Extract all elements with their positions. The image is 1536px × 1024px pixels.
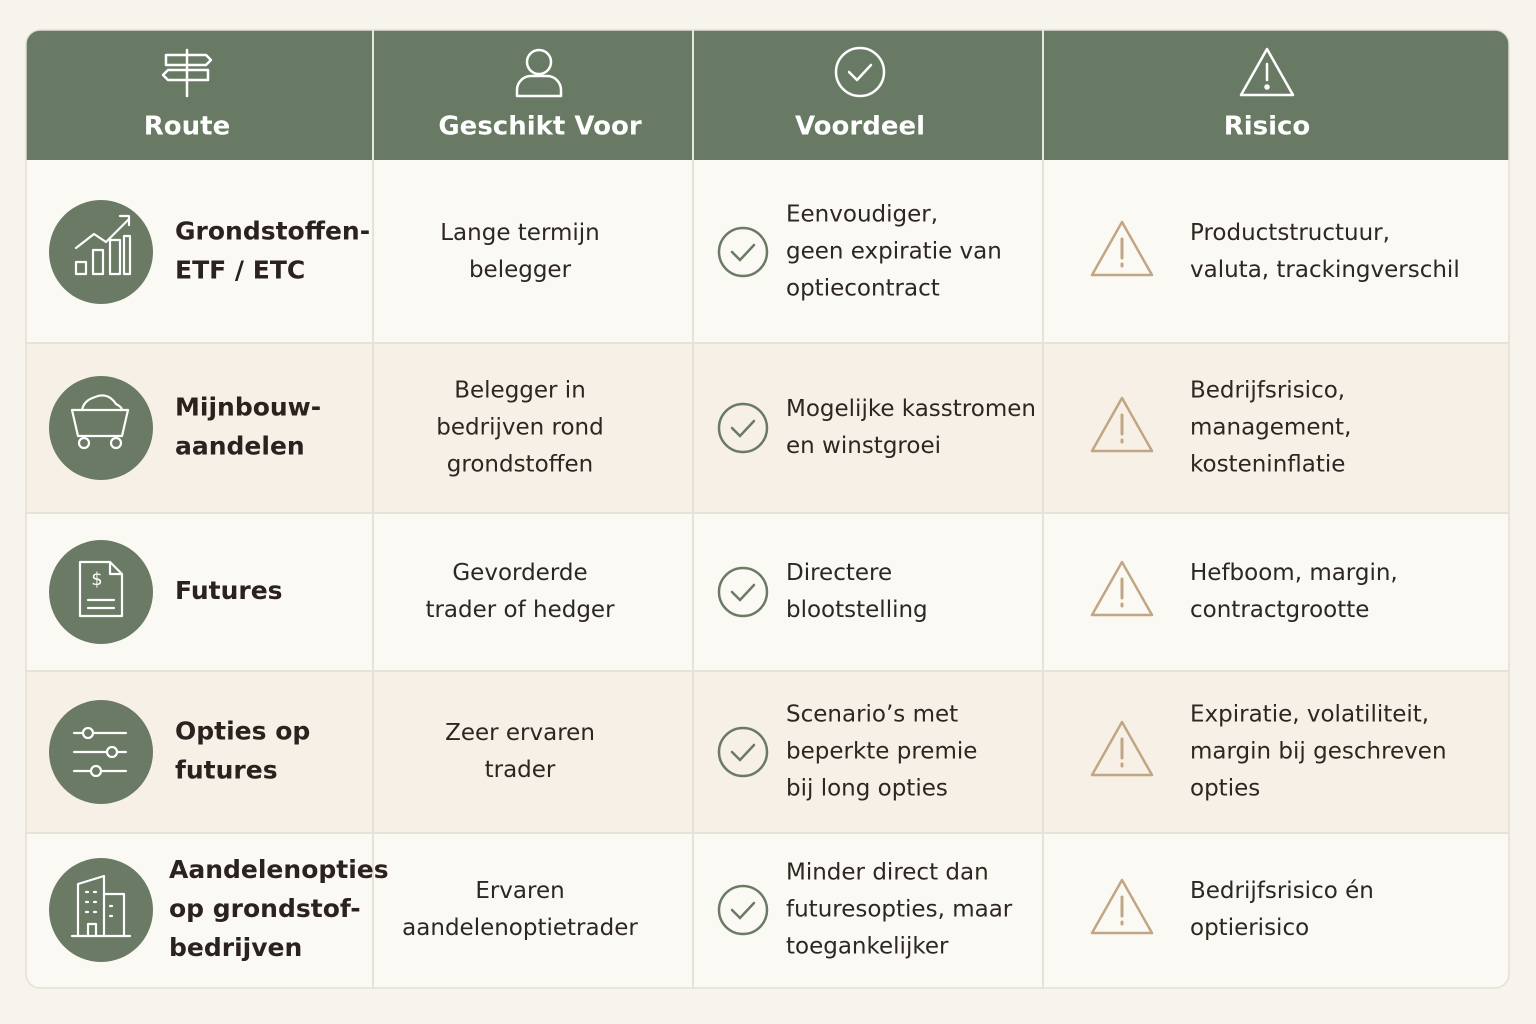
- icon-part: [80, 394, 124, 412]
- cell-text: ETF / ETC: [175, 256, 305, 285]
- icon-part: [118, 214, 131, 227]
- icon-part: [70, 408, 130, 438]
- cell-text: trader of hedger: [425, 597, 615, 623]
- route-icon-bg: [49, 200, 153, 304]
- check-icon: [717, 726, 769, 778]
- cell-text: Futures: [175, 576, 283, 605]
- icon-part: [105, 745, 119, 759]
- icon-part: $: [91, 569, 102, 590]
- cell-text: opties: [1190, 776, 1260, 802]
- cell-text: futuresopties, maar: [786, 897, 1013, 923]
- cell-text: Eenvoudiger,: [786, 202, 938, 228]
- cell-text: contractgrootte: [1190, 597, 1369, 623]
- cell-text: trader: [485, 757, 556, 783]
- cell-text: bedrijven rond: [436, 415, 603, 441]
- cell-text: Gevorderde: [452, 560, 587, 586]
- header-cell: Risico: [1224, 112, 1311, 142]
- icon-part: [84, 890, 114, 918]
- icon-part: [108, 560, 124, 576]
- cell-text: Bedrijfsrisico,: [1190, 378, 1345, 404]
- cell-text: Belegger in: [454, 378, 586, 404]
- cell-text: toegankelijker: [786, 934, 949, 960]
- cell-text: Directere: [786, 560, 892, 586]
- check-mark: [730, 901, 756, 920]
- cell-text: beperkte premie: [786, 739, 977, 765]
- cell-text: Productstructuur,: [1190, 220, 1390, 246]
- table-body: [26, 30, 1509, 988]
- header-cell: Route: [144, 112, 230, 142]
- cell-text: Lange termijn: [440, 220, 600, 246]
- icon-part: [70, 874, 132, 938]
- icon-part: [122, 234, 132, 276]
- route-icon: [70, 394, 130, 450]
- cell-text: Scenario’s met: [786, 702, 958, 728]
- cell-text: Minder direct dan: [786, 860, 989, 886]
- cell-text: kosteninflatie: [1190, 452, 1345, 478]
- cell-text: op grondstof-: [169, 894, 361, 923]
- route-icon-bg: [49, 858, 153, 962]
- cell-text: geen expiratie van: [786, 239, 1002, 265]
- cell-text: aandelen: [175, 432, 305, 461]
- icon-part: [91, 248, 105, 276]
- cell-text: Mijnbouw-: [175, 393, 321, 422]
- cell-text: Expiratie, volatiliteit,: [1190, 702, 1429, 728]
- cell-text: Hefboom, margin,: [1190, 560, 1398, 586]
- cell-text: optiecontract: [786, 276, 940, 302]
- icon-part: [109, 436, 123, 450]
- cell-text: management,: [1190, 415, 1351, 441]
- icon-part: [89, 764, 103, 778]
- warning-icon: [1090, 396, 1154, 453]
- icon-part: [74, 260, 88, 276]
- route-icon: $: [78, 560, 124, 618]
- check-mark: [730, 743, 756, 762]
- icon-part: [74, 218, 130, 250]
- check-icon: [717, 566, 769, 618]
- cell-text: Grondstoffen-: [175, 217, 370, 246]
- header-icons: [161, 46, 1295, 98]
- cell-text: grondstoffen: [447, 452, 593, 478]
- cell-text: bedrijven: [169, 933, 302, 962]
- cell-text: Ervaren: [475, 878, 564, 904]
- cell-text: Mogelijke kasstromen: [786, 396, 1036, 422]
- check-mark: [730, 243, 756, 262]
- header-cell: Geschikt Voor: [438, 112, 641, 142]
- cell-text: en winstgroei: [786, 433, 941, 459]
- check-icon: [717, 884, 769, 936]
- icon-part: [77, 436, 91, 450]
- cell-text: blootstelling: [786, 597, 928, 623]
- check-icon: [717, 402, 769, 454]
- cell-text: aandelenoptietrader: [402, 915, 638, 941]
- route-icon-bg: [49, 540, 153, 644]
- warning-icon: [1090, 560, 1154, 617]
- cell-text: Zeer ervaren: [445, 720, 595, 746]
- icon-part: [78, 560, 124, 618]
- cell-text: belegger: [469, 257, 572, 283]
- icon-part: [108, 238, 122, 276]
- route-icon: [74, 214, 132, 276]
- check-mark: [730, 583, 756, 602]
- icon-part: [81, 726, 95, 740]
- cell-text: bij long opties: [786, 776, 948, 802]
- route-icon: [72, 726, 128, 778]
- cell-text: Bedrijfsrisico én: [1190, 878, 1374, 904]
- cell-text: Aandelenopties: [169, 855, 389, 884]
- check-mark: [730, 419, 756, 438]
- warning-icon: [1090, 720, 1154, 777]
- header-cell: Voordeel: [795, 112, 925, 142]
- icon-part: [86, 922, 98, 938]
- icon-part: [86, 598, 116, 610]
- cell-text: futures: [175, 756, 278, 785]
- check-icon: [717, 226, 769, 278]
- cell-text: margin bij geschreven: [1190, 739, 1447, 765]
- warning-icon: [1090, 220, 1154, 277]
- cell-text: Opties op: [175, 717, 310, 746]
- warning-icon: [1090, 878, 1154, 935]
- route-icon-bg: [49, 376, 153, 480]
- route-icon: [70, 874, 132, 938]
- cell-text: valuta, trackingverschil: [1190, 257, 1460, 283]
- cell-text: optierisico: [1190, 915, 1309, 941]
